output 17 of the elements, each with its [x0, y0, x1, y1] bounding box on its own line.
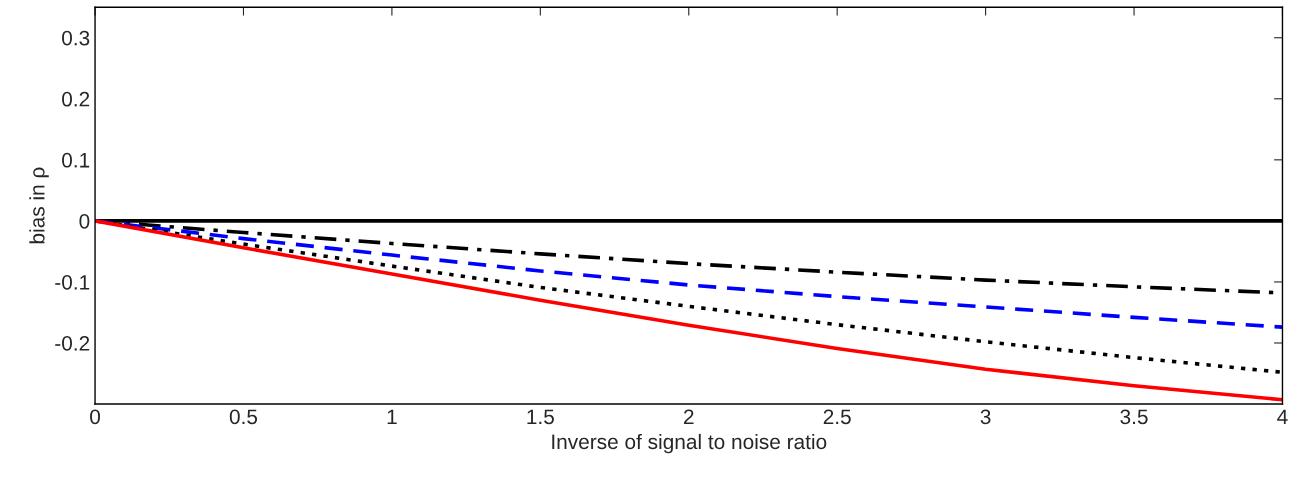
x-tick-label: 1.5 [527, 409, 554, 425]
x-tick-label: 3 [980, 409, 991, 425]
y-tick-label: -0.1 [55, 274, 90, 290]
x-tick-label: 3.5 [1120, 409, 1148, 425]
x-tick-label: 2.5 [823, 409, 851, 425]
y-tick-label: -0.2 [55, 335, 90, 351]
x-axis-title: Inverse of signal to noise ratio [552, 433, 827, 454]
y-tick-label: 0.1 [62, 152, 90, 168]
y-tick-label: 0 [79, 213, 90, 229]
x-tick-label: 1 [387, 409, 397, 424]
x-tick-label: 2 [684, 409, 694, 424]
x-tick-label: 0.5 [229, 409, 258, 425]
x-tick-label: 0 [90, 409, 101, 425]
x-tick-label: 4 [1277, 409, 1288, 424]
y-tick-label: 0.2 [62, 91, 90, 107]
y-axis-title: bias in ρ [29, 167, 49, 244]
y-tick-label: 0.3 [62, 30, 90, 46]
